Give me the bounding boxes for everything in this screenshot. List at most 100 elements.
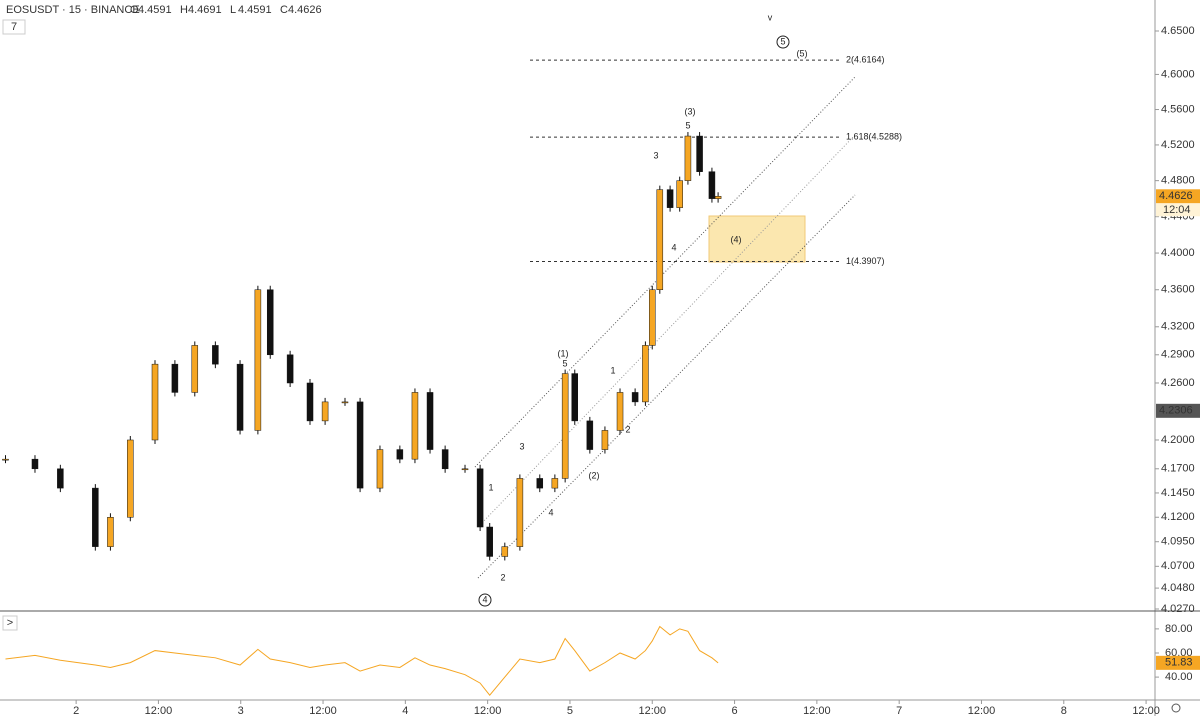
candle xyxy=(586,420,594,450)
target-zone xyxy=(708,215,806,263)
candle xyxy=(127,439,134,518)
y-tick-label: 4.4000 xyxy=(1161,247,1195,259)
ohlc-value: 4.4591 xyxy=(238,4,272,16)
crosshair-price: 4.2306 xyxy=(1159,405,1193,417)
wave-label: 3 xyxy=(653,150,658,160)
candle xyxy=(2,458,9,461)
indicator-line xyxy=(5,625,719,696)
candle xyxy=(236,363,244,431)
fib-label: 2(4.6164) xyxy=(846,55,885,65)
candle xyxy=(501,546,509,557)
channel xyxy=(474,76,856,579)
y-tick-label: 80.00 xyxy=(1165,623,1193,635)
wave-label: (3) xyxy=(685,106,696,116)
y-tick-label: 4.1200 xyxy=(1161,511,1195,523)
indicator-badge-text[interactable]: > xyxy=(7,617,13,629)
last-price: 4.4626 xyxy=(1159,190,1193,202)
candle xyxy=(601,430,609,450)
y-tick-label: 4.3600 xyxy=(1161,284,1195,296)
y-tick-label: 4.2600 xyxy=(1161,377,1195,389)
x-tick-label: 12:00 xyxy=(474,705,502,716)
x-tick-label: 8 xyxy=(1061,705,1067,716)
y-tick-label: 4.0270 xyxy=(1161,603,1195,615)
x-tick-label: 3 xyxy=(238,705,244,716)
ohlc-value: 4.4591 xyxy=(138,4,172,16)
wave-label: 5 xyxy=(780,36,785,46)
candle xyxy=(441,449,449,470)
wave-label: 1 xyxy=(488,482,493,492)
x-tick-label: 4 xyxy=(402,705,408,716)
wave-label: (4) xyxy=(731,234,742,244)
countdown-box xyxy=(1156,203,1200,217)
candle xyxy=(684,135,692,181)
wave-label: v xyxy=(768,12,773,22)
y-tick-label: 4.3200 xyxy=(1161,321,1195,333)
candle xyxy=(321,401,329,422)
candle xyxy=(666,189,674,208)
candle xyxy=(616,392,624,431)
candle xyxy=(642,345,649,403)
candle xyxy=(516,478,524,547)
wave-label: 5 xyxy=(685,120,690,130)
wave-circle xyxy=(776,35,790,49)
y-tick-label: 4.1450 xyxy=(1161,487,1195,499)
ohlc-key: L xyxy=(230,4,236,16)
candle xyxy=(356,401,364,489)
candle xyxy=(306,382,314,422)
symbol[interactable]: EOSUSDT · 15 · BINANCE xyxy=(6,4,140,16)
y-tick-label: 4.1700 xyxy=(1161,463,1195,475)
y-tick-label: 4.0950 xyxy=(1161,536,1195,548)
candle xyxy=(254,289,262,431)
ohlc-key: O xyxy=(130,4,139,16)
candle xyxy=(696,135,703,172)
settings-icon[interactable] xyxy=(1171,703,1181,713)
indicator-badge[interactable] xyxy=(2,615,18,631)
candle xyxy=(191,345,199,393)
y-tick-label: 4.2900 xyxy=(1161,349,1195,361)
candle xyxy=(486,526,493,557)
x-tick-label: 12:00 xyxy=(803,705,831,716)
candle xyxy=(714,196,722,199)
y-tick-label: 4.0700 xyxy=(1161,560,1195,572)
candle xyxy=(266,289,274,356)
indicator-last-box xyxy=(1156,655,1200,670)
candle xyxy=(561,373,569,479)
x-tick-label: 12:00 xyxy=(1132,705,1160,716)
x-tick-label: 5 xyxy=(567,705,573,716)
candle xyxy=(708,171,716,199)
y-tick-label: 4.5200 xyxy=(1161,139,1195,151)
y-tick-label: 4.5600 xyxy=(1161,103,1195,115)
ohlc-value: 4.4626 xyxy=(288,4,322,16)
wave-label: 1 xyxy=(610,365,615,375)
fib-label: 1(4.3907) xyxy=(846,256,885,266)
y-tick-label: 4.0480 xyxy=(1161,582,1195,594)
candle xyxy=(57,468,64,489)
candle xyxy=(551,478,559,489)
candle xyxy=(461,468,469,471)
candle xyxy=(92,487,99,547)
x-tick-label: 12:00 xyxy=(309,705,337,716)
wave-label: 2 xyxy=(500,572,505,582)
candle xyxy=(649,289,656,346)
candle xyxy=(396,449,404,460)
badge-text[interactable]: 7 xyxy=(11,21,17,33)
candle xyxy=(476,468,484,528)
wave-label: 3 xyxy=(519,441,524,451)
candle xyxy=(107,517,114,547)
candle xyxy=(676,180,683,208)
candle xyxy=(212,345,219,365)
last-price-box xyxy=(1156,189,1200,204)
y-tick-label: 4.6500 xyxy=(1161,25,1195,37)
candle xyxy=(631,392,639,403)
candle xyxy=(171,363,179,393)
candle xyxy=(376,449,384,489)
candle xyxy=(31,458,39,470)
candle xyxy=(536,478,544,489)
x-tick-label: 7 xyxy=(896,705,902,716)
candle xyxy=(656,189,664,290)
badge[interactable] xyxy=(2,19,26,35)
candle xyxy=(571,373,579,422)
x-tick-label: 2 xyxy=(73,705,79,716)
ohlc-key: H xyxy=(180,4,188,16)
